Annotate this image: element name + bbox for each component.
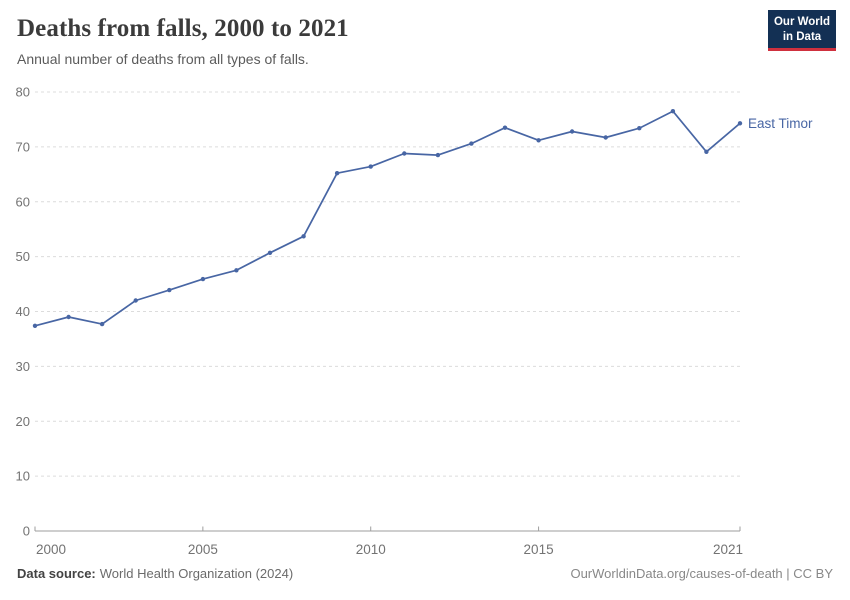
- chart-header: Deaths from falls, 2000 to 2021 Annual n…: [17, 14, 750, 67]
- data-source-label: Data source:: [17, 566, 96, 581]
- credit-link[interactable]: OurWorldinData.org/causes-of-death | CC …: [570, 566, 833, 581]
- data-point[interactable]: [502, 125, 508, 130]
- x-tick-label: 2021: [713, 542, 743, 557]
- x-tick-label: 2010: [356, 542, 386, 557]
- y-tick-label: 80: [16, 85, 30, 100]
- data-point[interactable]: [99, 321, 105, 327]
- chart-subtitle: Annual number of deaths from all types o…: [17, 51, 309, 67]
- data-point[interactable]: [704, 149, 709, 154]
- page-title: Deaths from falls, 2000 to 2021: [17, 15, 349, 42]
- y-tick-label: 20: [16, 414, 30, 429]
- owid-logo-line1: Our World: [773, 16, 830, 28]
- data-point[interactable]: [637, 126, 642, 131]
- owid-logo-line2: in Data: [782, 30, 822, 43]
- y-tick-label: 10: [16, 469, 30, 484]
- data-point[interactable]: [368, 164, 373, 169]
- y-tick-label: 30: [16, 359, 30, 374]
- y-tick-label: 50: [16, 249, 30, 264]
- data-point[interactable]: [603, 135, 608, 140]
- data-point[interactable]: [670, 109, 676, 114]
- series-line: [34, 110, 741, 327]
- data-point[interactable]: [536, 138, 541, 143]
- data-point[interactable]: [32, 323, 38, 328]
- x-tick-label: 2000: [36, 542, 66, 557]
- y-tick-label: 40: [16, 304, 30, 319]
- data-point[interactable]: [267, 250, 273, 255]
- data-point[interactable]: [402, 151, 407, 156]
- data-point[interactable]: [234, 268, 239, 273]
- series-label[interactable]: East Timor: [748, 116, 813, 131]
- data-point[interactable]: [301, 234, 306, 239]
- owid-logo[interactable]: Our World in Data: [768, 10, 836, 52]
- data-point[interactable]: [435, 152, 441, 158]
- data-point[interactable]: [569, 129, 575, 134]
- data-source-value: World Health Organization (2024): [99, 566, 294, 581]
- y-tick-label: 0: [23, 524, 30, 539]
- data-point[interactable]: [469, 141, 474, 146]
- data-point[interactable]: [737, 121, 743, 126]
- chart-footer: Data source: World Health Organization (2…: [17, 566, 833, 581]
- x-tick-label: 2015: [524, 542, 554, 557]
- data-source: Data source: World Health Organization (2…: [17, 566, 293, 581]
- data-point[interactable]: [66, 314, 71, 320]
- y-tick-label: 60: [16, 194, 30, 209]
- data-point[interactable]: [167, 287, 172, 293]
- data-point[interactable]: [200, 276, 206, 282]
- data-point[interactable]: [334, 171, 340, 176]
- y-tick-label: 70: [16, 139, 30, 154]
- x-tick-label: 2005: [188, 542, 218, 557]
- data-point[interactable]: [133, 298, 138, 303]
